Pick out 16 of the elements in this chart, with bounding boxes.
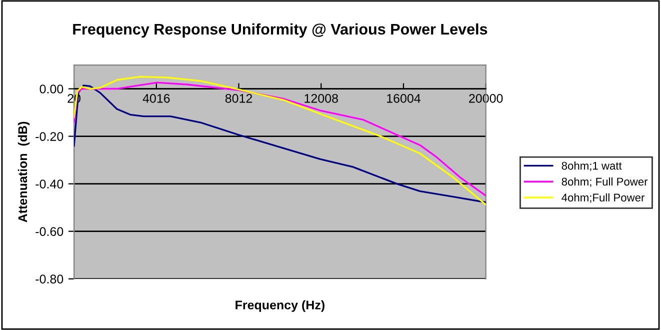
chart-title: Frequency Response Uniformity @ Various Power Levels [73, 23, 488, 38]
legend-label: 4ohm;Full Power [562, 193, 645, 203]
x-tick-label: 12008 [304, 94, 338, 103]
x-axis-title: Frequency (Hz) [236, 300, 324, 312]
y-tick-label: 0.00 [40, 84, 64, 94]
y-axis-title: Attenuation (dB) [18, 122, 30, 222]
x-tick-label: 20000 [469, 94, 503, 103]
legend-label: 8ohm; Full Power [562, 177, 648, 187]
x-tick-label: 4016 [142, 94, 170, 103]
y-tick-label: -0.80 [36, 274, 64, 284]
legend-label: 8ohm;1 watt [562, 162, 622, 172]
y-tick-label: -0.20 [36, 132, 64, 141]
x-tick-label: 8012 [225, 94, 252, 103]
x-tick-label: 16004 [387, 94, 420, 103]
y-tick-label: -0.60 [36, 227, 64, 236]
y-tick-label: -0.40 [36, 180, 64, 188]
